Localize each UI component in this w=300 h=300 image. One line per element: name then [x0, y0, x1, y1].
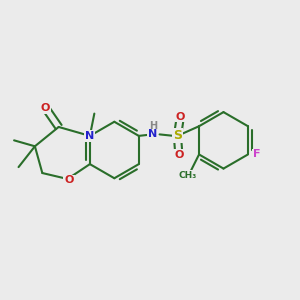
Text: F: F: [253, 149, 261, 160]
Text: CH₃: CH₃: [178, 171, 196, 180]
Text: N: N: [85, 131, 94, 141]
Text: H: H: [149, 121, 157, 131]
Text: O: O: [174, 150, 184, 160]
Text: S: S: [173, 129, 182, 142]
Text: O: O: [40, 103, 50, 112]
Text: O: O: [64, 176, 74, 185]
Text: N: N: [148, 129, 158, 140]
Text: O: O: [176, 112, 185, 122]
